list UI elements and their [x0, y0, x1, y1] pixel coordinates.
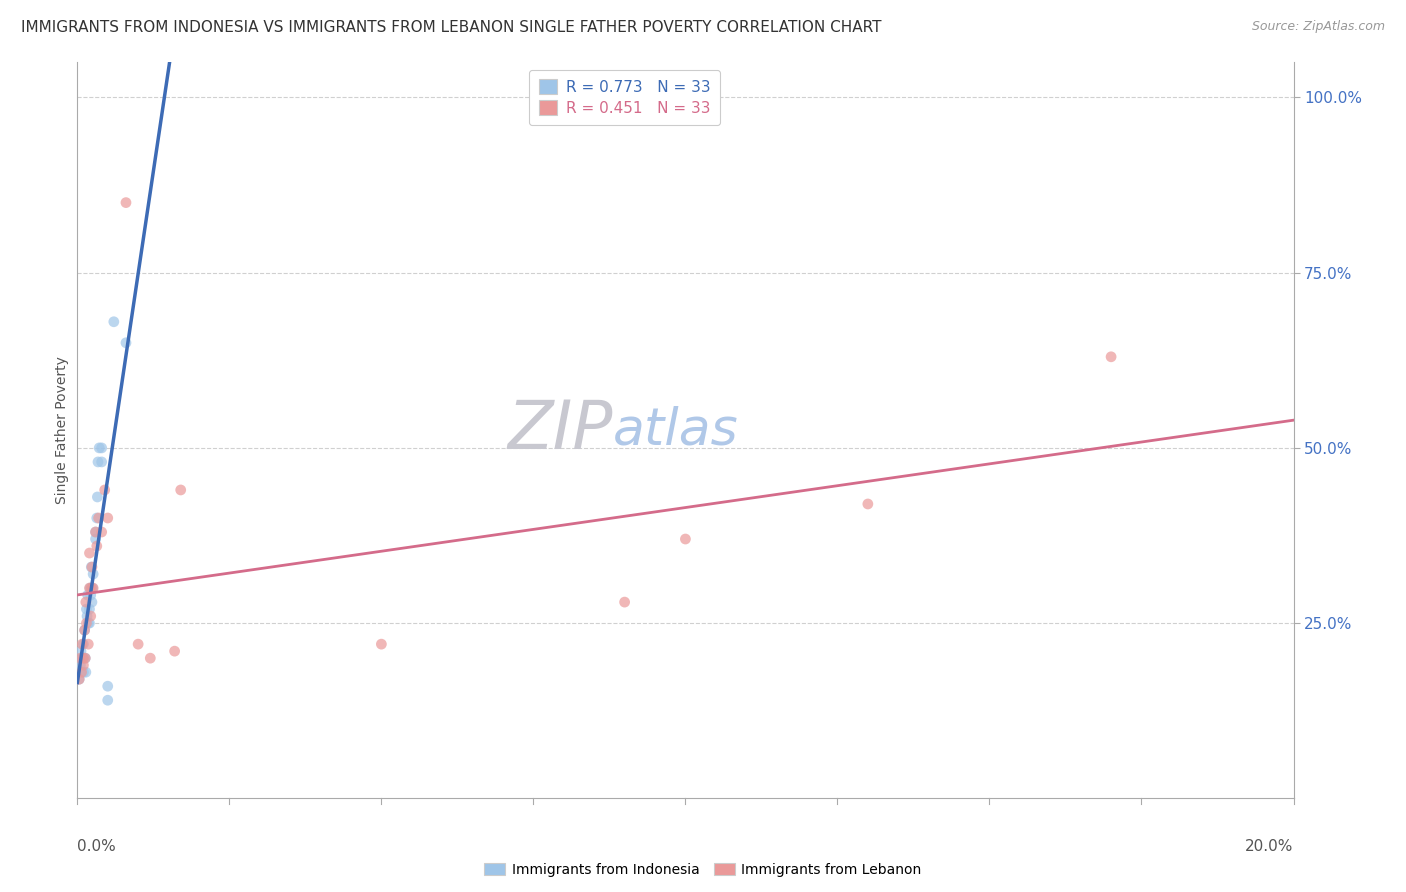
Point — [84, 524, 107, 539]
Point — [72, 665, 94, 680]
Point — [75, 651, 97, 665]
Point — [77, 616, 100, 631]
Point — [90, 441, 112, 455]
Point — [103, 315, 125, 329]
Point — [67, 672, 90, 686]
Point — [84, 532, 107, 546]
Point — [69, 658, 91, 673]
Legend: Immigrants from Indonesia, Immigrants from Lebanon: Immigrants from Indonesia, Immigrants fr… — [478, 857, 928, 882]
Point — [80, 560, 103, 574]
Point — [139, 651, 162, 665]
Point — [75, 665, 97, 680]
Point — [70, 665, 93, 680]
Point — [170, 483, 193, 497]
Point — [93, 483, 115, 497]
Point — [70, 651, 93, 665]
Point — [89, 441, 111, 455]
Point — [82, 581, 104, 595]
Point — [75, 595, 97, 609]
Point — [127, 637, 149, 651]
Point — [613, 595, 636, 609]
Point — [75, 602, 97, 616]
Y-axis label: Single Father Poverty: Single Father Poverty — [55, 357, 69, 504]
Point — [75, 616, 97, 631]
Point — [90, 455, 112, 469]
Point — [70, 644, 93, 658]
Point — [79, 581, 101, 595]
Point — [76, 609, 98, 624]
Point — [82, 567, 104, 582]
Point — [87, 511, 110, 525]
Point — [370, 637, 392, 651]
Point — [97, 511, 120, 525]
Point — [163, 644, 186, 658]
Point — [80, 588, 103, 602]
Point — [79, 616, 101, 631]
Point — [86, 539, 108, 553]
Text: ZIP: ZIP — [508, 398, 613, 463]
Point — [80, 581, 103, 595]
Point — [80, 560, 103, 574]
Text: Source: ZipAtlas.com: Source: ZipAtlas.com — [1251, 20, 1385, 33]
Point — [82, 581, 104, 595]
Point — [75, 651, 97, 665]
Point — [77, 637, 100, 651]
Point — [115, 195, 138, 210]
Text: atlas: atlas — [613, 405, 738, 456]
Point — [73, 623, 96, 637]
Point — [80, 595, 103, 609]
Point — [97, 679, 120, 693]
Point — [70, 637, 93, 651]
Point — [86, 490, 108, 504]
Point — [675, 532, 697, 546]
Point — [80, 609, 103, 624]
Text: 0.0%: 0.0% — [77, 838, 117, 854]
Text: 20.0%: 20.0% — [1246, 838, 1294, 854]
Point — [67, 672, 90, 686]
Point — [72, 637, 94, 651]
Point — [69, 651, 91, 665]
Text: IMMIGRANTS FROM INDONESIA VS IMMIGRANTS FROM LEBANON SINGLE FATHER POVERTY CORRE: IMMIGRANTS FROM INDONESIA VS IMMIGRANTS … — [21, 20, 882, 35]
Point — [79, 546, 101, 560]
Point — [90, 524, 112, 539]
Point — [856, 497, 879, 511]
Point — [72, 651, 94, 665]
Point — [1099, 350, 1122, 364]
Point — [79, 581, 101, 595]
Point — [97, 693, 120, 707]
Point — [73, 623, 96, 637]
Point — [76, 588, 98, 602]
Point — [86, 511, 108, 525]
Point — [115, 335, 138, 350]
Point — [79, 602, 101, 616]
Legend: R = 0.773   N = 33, R = 0.451   N = 33: R = 0.773 N = 33, R = 0.451 N = 33 — [530, 70, 720, 125]
Point — [87, 455, 110, 469]
Point — [72, 658, 94, 673]
Point — [84, 524, 107, 539]
